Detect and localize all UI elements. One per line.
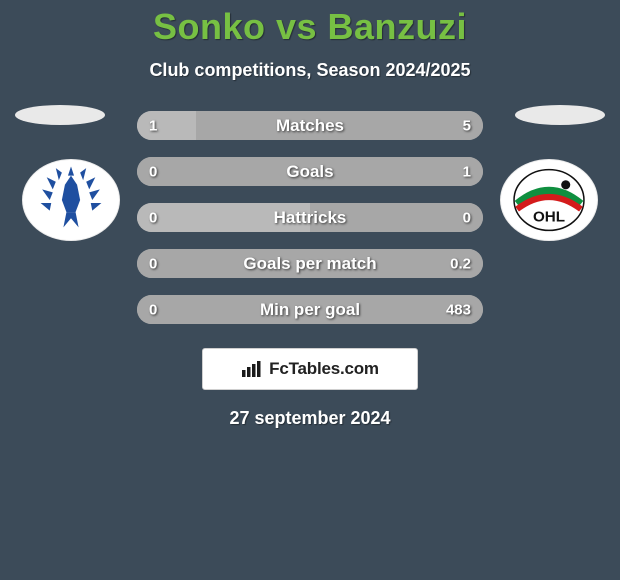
stat-value-right: 483	[446, 301, 471, 318]
player-head-left	[15, 105, 105, 125]
stat-value-left: 0	[149, 301, 157, 318]
stat-value-right: 0	[463, 209, 471, 226]
stat-value-right: 1	[463, 163, 471, 180]
brand-badge[interactable]: FcTables.com	[202, 348, 418, 390]
brand-text: FcTables.com	[269, 359, 379, 379]
page-title: Sonko vs Banzuzi	[0, 0, 620, 48]
stat-row: Hattricks 0 0	[137, 203, 483, 232]
stat-value-left: 0	[149, 209, 157, 226]
stat-row: Min per goal 0 483	[137, 295, 483, 324]
stat-value-left: 0	[149, 163, 157, 180]
stat-value-right: 5	[463, 117, 471, 134]
stat-value-left: 0	[149, 255, 157, 272]
ohl-crest-icon: OHL	[505, 162, 593, 238]
stat-label: Goals	[286, 162, 333, 182]
stat-value-right: 0.2	[450, 255, 471, 272]
stat-bar-left	[137, 111, 196, 140]
club-badge-right: OHL	[500, 159, 598, 241]
gent-indian-icon	[27, 162, 115, 238]
stat-label: Goals per match	[243, 254, 376, 274]
stat-row: Matches 1 5	[137, 111, 483, 140]
stat-row: Goals 0 1	[137, 157, 483, 186]
comparison-area: OHL Matches15Goals01Hattricks00Goals per…	[0, 111, 620, 324]
player-head-right	[515, 105, 605, 125]
comparison-infographic: Sonko vs Banzuzi Club competitions, Seas…	[0, 0, 620, 580]
club-badge-left	[22, 159, 120, 241]
bar-chart-icon	[241, 360, 263, 378]
stat-label: Hattricks	[274, 208, 347, 228]
stat-row: Goals per match 0 0.2	[137, 249, 483, 278]
stat-label: Matches	[276, 116, 344, 136]
stat-rows: Matches15Goals01Hattricks00Goals per mat…	[137, 111, 483, 324]
footer-date: 27 september 2024	[0, 408, 620, 429]
stat-value-left: 1	[149, 117, 157, 134]
stat-label: Min per goal	[260, 300, 360, 320]
page-subtitle: Club competitions, Season 2024/2025	[0, 60, 620, 81]
svg-text:OHL: OHL	[533, 208, 565, 225]
